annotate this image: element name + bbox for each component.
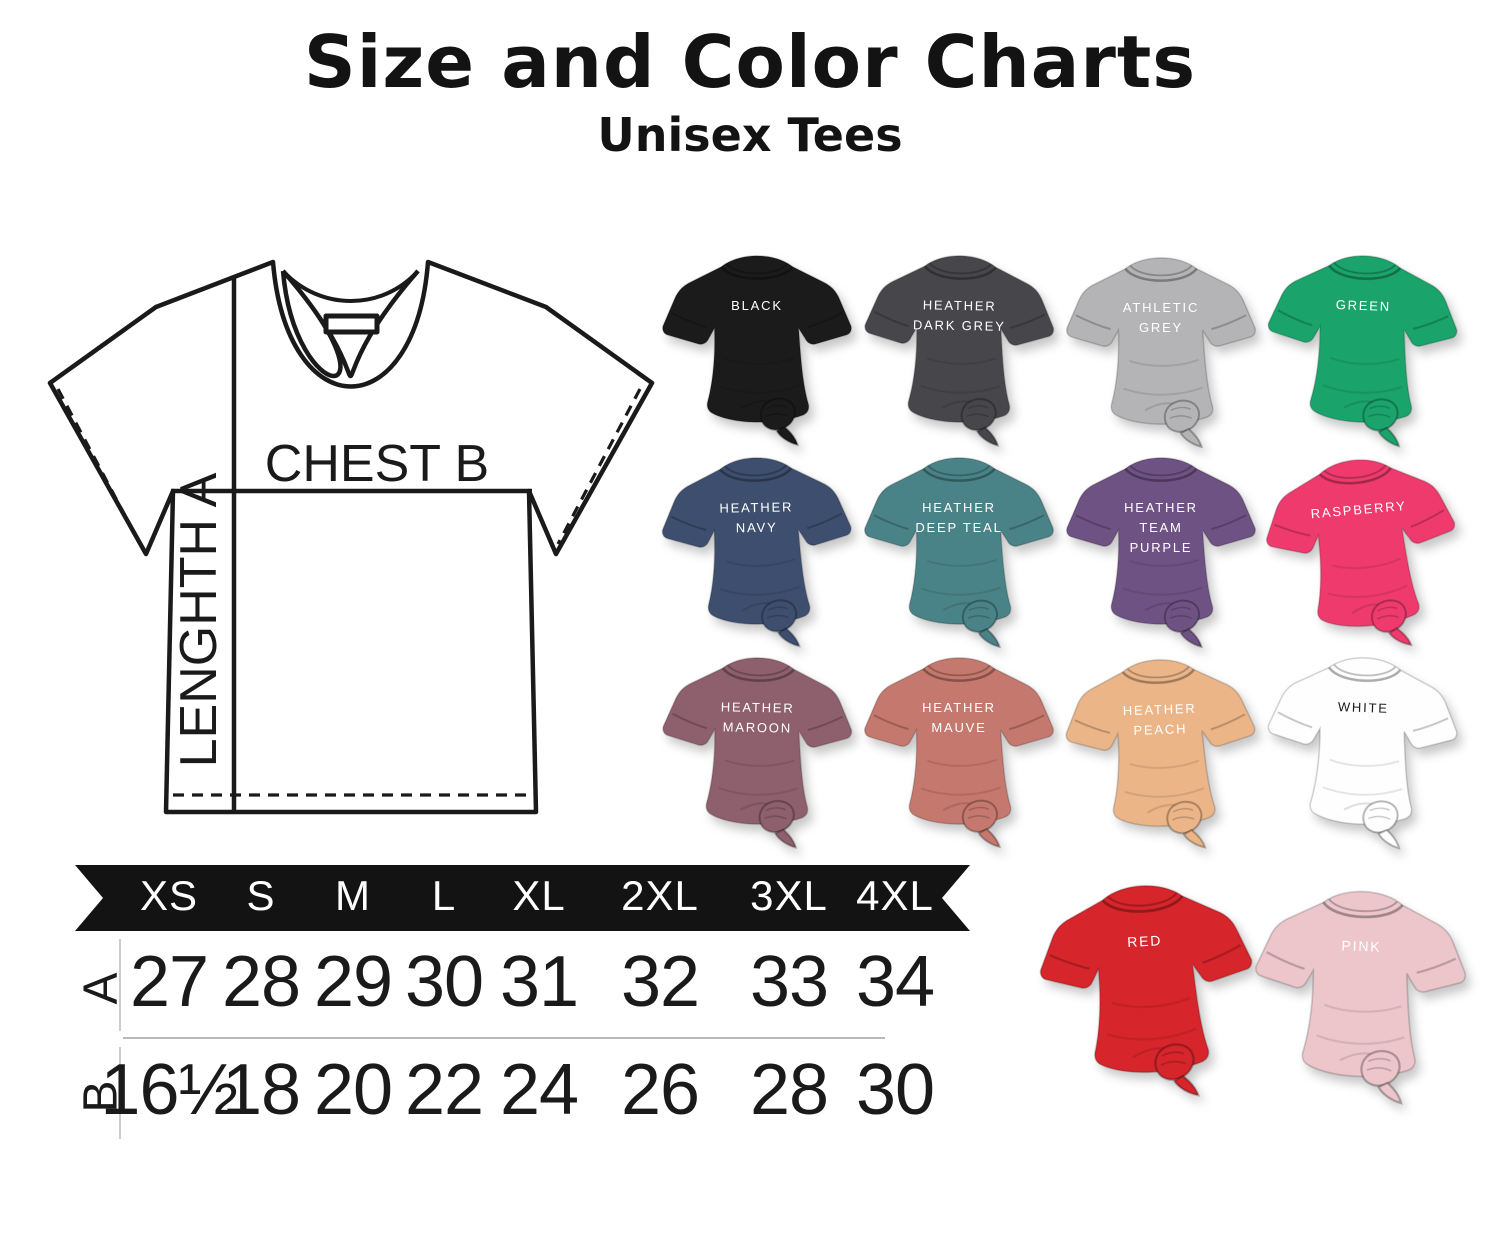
page-subtitle: Unisex Tees xyxy=(597,108,903,162)
left-sleeve-hem-dashed xyxy=(56,388,142,545)
tshirt-graphic xyxy=(1259,639,1464,854)
measurement-value: 32 xyxy=(620,942,700,1022)
measurement-value: 28 xyxy=(221,942,301,1022)
row-a-values: 27 28 29 30 31 32 33 34 xyxy=(75,941,970,1033)
right-sleeve-hem-dashed xyxy=(556,388,642,545)
measurement-value: 27 xyxy=(129,942,209,1022)
back-neck-line xyxy=(281,269,420,303)
tee-heather-mauve: HEATHER MAUVE xyxy=(860,642,1058,850)
row-divider xyxy=(123,1037,885,1039)
tshirt-graphic xyxy=(656,640,858,851)
tshirt-graphic xyxy=(1062,242,1260,450)
chest-measure-label: CHEST B xyxy=(265,435,489,493)
measurement-value: 20 xyxy=(313,1050,393,1130)
measurement-value: 30 xyxy=(855,1050,935,1130)
size-header-label: 3XL xyxy=(750,872,828,920)
tee-heather-team-purple: HEATHER TEAM PURPLE xyxy=(1062,442,1260,650)
row-a-rule xyxy=(119,939,121,1031)
measurement-value: 26 xyxy=(620,1050,700,1130)
measurement-value: 34 xyxy=(855,942,935,1022)
row-b-rule xyxy=(119,1047,121,1139)
tee-heather-navy: HEATHER NAVY xyxy=(656,440,858,651)
tee-athletic-grey: ATHLETIC GREY xyxy=(1062,242,1260,450)
tshirt-outline xyxy=(47,259,655,815)
row-b-values: 16½ 18 20 22 24 26 28 30 xyxy=(75,1049,970,1141)
size-header-label: M xyxy=(335,872,371,920)
tshirt-graphic xyxy=(656,440,858,651)
measurement-value: 22 xyxy=(404,1050,484,1130)
tee-heather-deep-teal: HEATHER DEEP TEAL xyxy=(860,442,1058,650)
tshirt-graphic xyxy=(858,238,1060,449)
tshirt-graphic xyxy=(1030,862,1264,1106)
tshirt-graphic xyxy=(1058,641,1263,856)
size-header-label: 2XL xyxy=(621,872,699,920)
tee-heather-dark-grey: HEATHER DARK GREY xyxy=(858,238,1060,449)
tshirt-measurement-diagram: CHEST B LENGHTH A xyxy=(47,259,655,815)
tshirt-graphic xyxy=(860,642,1058,850)
tee-heather-maroon: HEATHER MAROON xyxy=(656,640,858,851)
measurement-value: 31 xyxy=(499,942,579,1022)
page-title: Size and Color Charts xyxy=(303,20,1197,104)
measurement-value: 33 xyxy=(749,942,829,1022)
size-header-label: S xyxy=(246,872,276,920)
tee-white: WHITE xyxy=(1259,639,1464,854)
tee-red: RED xyxy=(1030,862,1264,1106)
length-measure-label: LENGHTH A xyxy=(170,472,228,767)
tshirt-graphic xyxy=(860,442,1058,650)
neck-tag xyxy=(323,313,380,335)
measurement-value: 16½ xyxy=(100,1050,238,1130)
tshirt-graphic xyxy=(1254,436,1469,660)
tshirt-graphic xyxy=(658,240,856,448)
tee-raspberry: RASPBERRY xyxy=(1254,436,1469,660)
size-ribbon: XS S M L XL 2XL 3XL 4XL xyxy=(75,865,970,931)
size-header-label: XL xyxy=(512,872,566,920)
tshirt-graphic xyxy=(1246,870,1474,1109)
size-header-label: XS xyxy=(139,872,199,920)
measurement-value: 24 xyxy=(499,1050,579,1130)
size-header-label: L xyxy=(431,872,457,920)
size-header-label: 4XL xyxy=(856,872,934,920)
tee-heather-peach: HEATHER PEACH xyxy=(1058,641,1263,856)
tshirt-graphic xyxy=(1259,237,1464,452)
tee-pink: PINK xyxy=(1246,870,1474,1109)
measurement-value: 18 xyxy=(221,1050,301,1130)
size-chart: XS S M L XL 2XL 3XL 4XL A 27 28 29 30 31 32 33 34 B 16… xyxy=(75,865,970,1165)
tee-green: GREEN xyxy=(1259,237,1464,452)
tshirt-graphic xyxy=(1062,442,1260,650)
measurement-value: 30 xyxy=(404,942,484,1022)
tee-black: BLACK xyxy=(658,240,856,448)
collar-inner-line xyxy=(280,269,420,379)
measurement-value: 29 xyxy=(313,942,393,1022)
measurement-value: 28 xyxy=(749,1050,829,1130)
